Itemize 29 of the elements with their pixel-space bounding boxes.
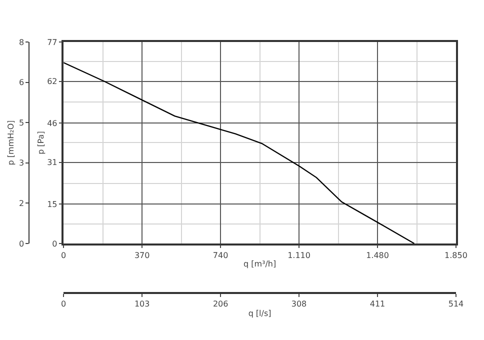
y2-tick-label: 5 <box>19 118 24 128</box>
y2-axis-title: p [mmH₂O] <box>6 120 16 166</box>
x-axis-title: q [m³/h] <box>243 259 276 268</box>
x2-tick-label: 514 <box>448 300 464 309</box>
x-tick-label: 0 <box>61 250 66 260</box>
x2-axis-title: q [l/s] <box>248 309 272 318</box>
y-tick-label: 0 <box>52 239 58 248</box>
x2-tick-label: 0 <box>61 300 66 309</box>
x-tick-label: 1.850 <box>444 250 468 260</box>
y-axis-title: p [Pa] <box>36 131 46 154</box>
x2-tick-label: 103 <box>134 300 150 309</box>
x2-tick-label: 308 <box>291 300 307 309</box>
x-tick-label: 740 <box>212 250 228 260</box>
x-tick-label: 1.480 <box>366 250 389 260</box>
x-tick-label: 370 <box>134 250 150 260</box>
y-tick-label: 46 <box>47 118 58 128</box>
y2-tick-label: 3 <box>19 158 24 168</box>
y-tick-label: 15 <box>47 200 58 210</box>
x2-tick-label: 411 <box>370 300 386 309</box>
y2-tick-label: 8 <box>19 38 24 47</box>
line-series <box>64 62 415 244</box>
y2-tick-label: 0 <box>19 239 24 248</box>
x2-tick-label: 206 <box>212 300 228 309</box>
y-tick-label: 77 <box>47 38 58 47</box>
y2-tick-label: 2 <box>19 198 24 208</box>
y-tick-label: 62 <box>47 77 58 86</box>
y2-tick-label: 6 <box>19 78 24 88</box>
y-tick-label: 31 <box>47 158 58 168</box>
x-tick-label: 1.110 <box>288 250 310 260</box>
